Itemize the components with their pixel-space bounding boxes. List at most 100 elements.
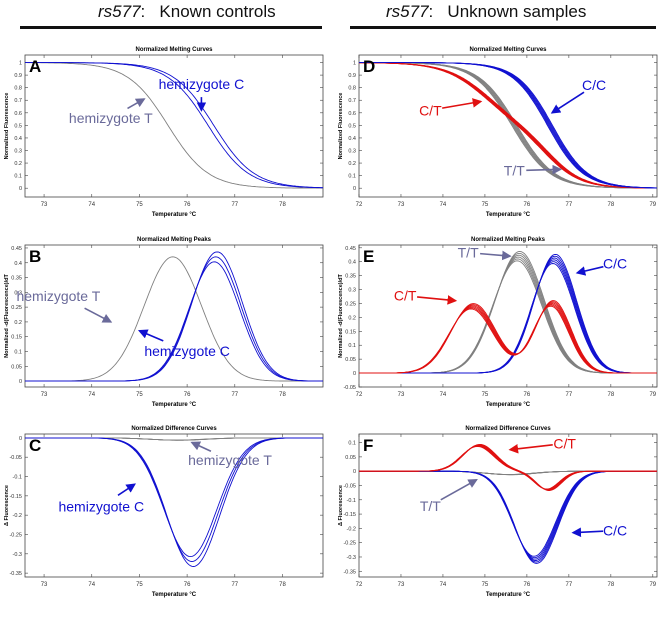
y-tick-label: 0.8: [348, 86, 356, 92]
x-axis-label: Temperature °C: [486, 212, 531, 218]
series-line-hemizygote-t: [25, 62, 323, 189]
x-axis-label: Temperature °C: [152, 592, 197, 598]
y-tick-label: 0.1: [348, 343, 356, 349]
y-tick-label: 0: [19, 186, 22, 192]
x-tick-label: 77: [231, 202, 238, 208]
x-tick-label: 75: [136, 202, 143, 208]
y-tick-label: 0.3: [348, 149, 356, 155]
y-tick-label: 0.15: [11, 335, 22, 341]
y-tick-label: -0.2: [13, 513, 22, 519]
y-tick-label: -0.3: [347, 555, 356, 561]
y-axis-label: Normalized -d(Fluorescence)/dT: [4, 273, 10, 357]
y-tick-label: 0.4: [14, 261, 22, 267]
chart-title: Normalized Melting Peaks: [471, 237, 546, 243]
y-tick-label: -0.05: [343, 483, 356, 489]
annotation-label: C/C: [582, 77, 606, 93]
annotation-arrow: [127, 98, 146, 110]
x-tick-label: 75: [482, 202, 489, 208]
y-tick-label: 0.2: [348, 315, 356, 321]
x-tick-label: 76: [184, 392, 191, 398]
panel-letter: A: [29, 57, 41, 76]
annotation-label: hemizygote C: [144, 343, 230, 359]
x-tick-label: 73: [398, 582, 405, 588]
header-rule-right: [350, 26, 656, 29]
y-tick-label: 0.1: [348, 441, 356, 447]
y-tick-label: -0.35: [343, 569, 356, 575]
y-tick-label: 0.45: [11, 246, 22, 252]
y-tick-label: -0.2: [347, 526, 356, 532]
header-known-controls: rs577: Known controls: [98, 2, 276, 22]
annotation-arrow: [550, 91, 585, 114]
annotation-arrow: [417, 295, 458, 305]
x-tick-label: 74: [440, 392, 447, 398]
annotation-arrow: [575, 265, 604, 276]
x-tick-label: 78: [279, 392, 286, 398]
panel-letter: B: [29, 247, 41, 266]
x-tick-label: 77: [566, 582, 573, 588]
y-axis-label: Normalized Fluorescence: [338, 93, 344, 160]
x-tick-label: 75: [482, 392, 489, 398]
x-tick-label: 79: [649, 582, 656, 588]
y-axis-label: Δ Fluorescence: [338, 485, 344, 526]
y-tick-label: 0.3: [14, 149, 22, 155]
y-tick-label: 0.9: [14, 73, 22, 79]
panel-e: Normalized Melting Peaks Temperature °C No…: [338, 237, 658, 408]
y-tick-label: 0.5: [14, 123, 22, 129]
y-tick-label: -0.1: [347, 498, 356, 504]
annotation-arrow: [117, 483, 136, 496]
annotation-arrow: [526, 164, 563, 175]
panel-letter: C: [29, 436, 41, 455]
annotation-label: C/C: [603, 523, 627, 539]
x-tick-label: 76: [184, 582, 191, 588]
y-tick-label: 0.25: [345, 301, 356, 307]
chart-title: Normalized Difference Curves: [131, 426, 217, 432]
y-tick-label: 0.45: [345, 246, 356, 252]
y-axis-label: Δ Fluorescence: [4, 485, 10, 526]
y-tick-label: 0.2: [14, 161, 22, 167]
annotation-arrow: [442, 98, 483, 109]
header-rule-left: [20, 26, 322, 29]
series-line-c-t: [359, 443, 657, 491]
y-tick-label: -0.35: [9, 571, 22, 577]
annotation-label: C/C: [603, 256, 627, 272]
annotation-label: hemizygote T: [16, 288, 100, 304]
y-tick-label: -0.25: [9, 532, 22, 538]
series-line-c-t: [359, 300, 657, 374]
y-tick-label: 0.4: [348, 260, 356, 266]
y-tick-label: 0.4: [348, 136, 356, 142]
y-tick-label: 0.35: [345, 274, 356, 280]
annotation-label: C/T: [553, 435, 576, 451]
x-axis-label: Temperature °C: [486, 402, 531, 408]
x-axis-label: Temperature °C: [152, 402, 197, 408]
y-tick-label: -0.25: [343, 541, 356, 547]
y-tick-label: -0.05: [9, 455, 22, 461]
y-tick-label: 0.05: [345, 455, 356, 461]
y-tick-label: -0.05: [343, 385, 356, 391]
x-tick-label: 73: [41, 202, 48, 208]
x-tick-label: 74: [88, 202, 95, 208]
annotation-label: hemizygote T: [69, 110, 153, 126]
x-axis-label: Temperature °C: [152, 212, 197, 218]
x-tick-label: 78: [279, 202, 286, 208]
series-line-c-c: [359, 253, 657, 374]
annotation-label: T/T: [458, 245, 479, 261]
x-tick-label: 79: [649, 202, 656, 208]
series-group: [359, 443, 657, 564]
x-axis-label: Temperature °C: [486, 592, 531, 598]
series-line-c-c: [359, 62, 657, 189]
snp-id: rs577: [98, 2, 141, 21]
chart-title: Normalized Melting Curves: [135, 47, 213, 53]
panel-f: Normalized Difference Curves Temperature …: [338, 426, 658, 598]
y-tick-label: 0.7: [348, 98, 356, 104]
y-tick-label: 0.3: [348, 288, 356, 294]
y-tick-label: -0.3: [13, 552, 22, 558]
snp-id: rs577: [386, 2, 429, 21]
series-group: [25, 251, 323, 382]
x-tick-label: 76: [524, 392, 531, 398]
x-tick-label: 72: [356, 582, 363, 588]
panel-a: Normalized Melting Curves Temperature °C N…: [4, 47, 324, 218]
x-tick-label: 78: [607, 202, 614, 208]
plot-area: [24, 433, 324, 578]
panel-letter: E: [363, 247, 374, 266]
